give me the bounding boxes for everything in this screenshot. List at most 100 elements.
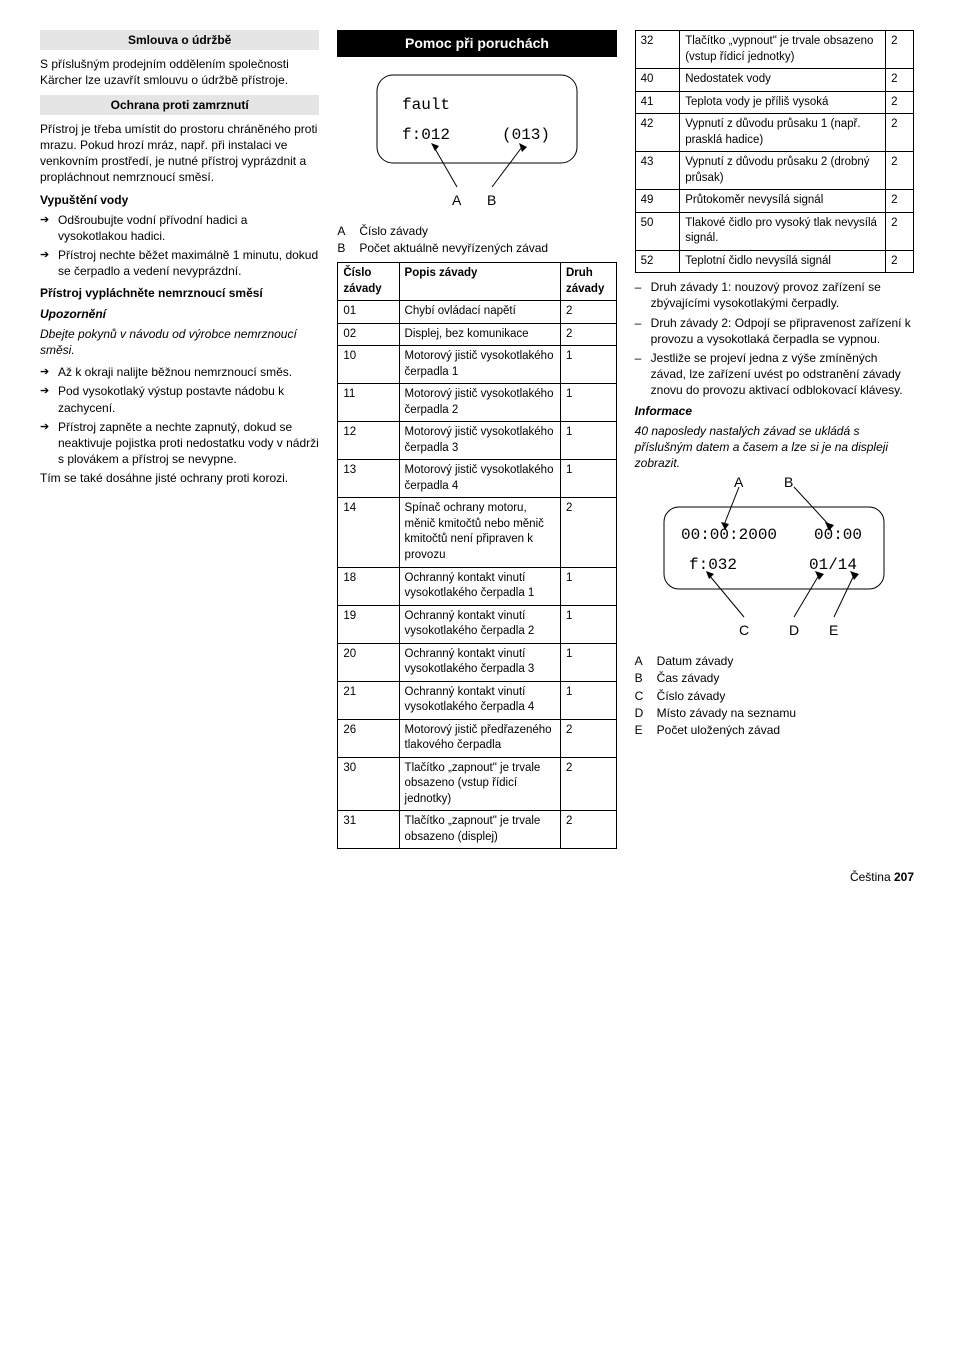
cell-code: 40 bbox=[635, 69, 680, 92]
cell-desc: Motorový jistič vysokotlakého čerpadla 4 bbox=[399, 460, 560, 498]
display-date: 00:00:2000 bbox=[681, 526, 777, 544]
footer-page: 207 bbox=[894, 870, 914, 884]
cell-desc: Ochranný kontakt vinutí vysokotlakého če… bbox=[399, 643, 560, 681]
label-b: B bbox=[487, 192, 496, 208]
info-paragraph: 40 naposledy nastalých závad se ukládá s… bbox=[635, 423, 914, 472]
cell-code: 20 bbox=[338, 643, 399, 681]
list-item: Přístroj zapněte a nechte zapnutý, dokud… bbox=[40, 419, 319, 468]
paragraph: S příslušným prodejním oddělením společn… bbox=[40, 56, 319, 88]
left-column: Smlouva o údržbě S příslušným prodejním … bbox=[40, 30, 319, 849]
info-heading: Informace bbox=[635, 403, 914, 419]
table-row: 01Chybí ovládací napětí2 bbox=[338, 301, 616, 324]
table-row: 30Tlačítko „zapnout" je trvale obsazeno … bbox=[338, 757, 616, 811]
display-time: 00:00 bbox=[814, 526, 862, 544]
legend-key: A bbox=[635, 653, 649, 669]
cell-desc: Teplotní čidlo nevysílá signál bbox=[680, 250, 886, 273]
legend-key: D bbox=[635, 705, 649, 721]
label-a: A bbox=[452, 192, 462, 208]
cell-type: 2 bbox=[886, 91, 914, 114]
cell-type: 2 bbox=[561, 757, 617, 811]
cell-type: 2 bbox=[561, 498, 617, 567]
heading-maintenance: Smlouva o údržbě bbox=[40, 30, 319, 50]
cell-code: 13 bbox=[338, 460, 399, 498]
col-type: Druh závady bbox=[561, 263, 617, 301]
cell-code: 19 bbox=[338, 605, 399, 643]
cell-type: 2 bbox=[886, 152, 914, 190]
cell-type: 1 bbox=[561, 422, 617, 460]
legend-text: Počet uložených závad bbox=[657, 722, 780, 738]
cell-desc: Tlačítko „zapnout" je trvale obsazeno (v… bbox=[399, 757, 560, 811]
legend-key: C bbox=[635, 688, 649, 704]
cell-desc: Tlačítko „zapnout" je trvale obsazeno (d… bbox=[399, 811, 560, 849]
legend-text: Číslo závady bbox=[359, 223, 428, 239]
list-item: Druh závady 1: nouzový provoz zařízení s… bbox=[635, 279, 914, 311]
cell-code: 02 bbox=[338, 323, 399, 346]
cell-desc: Vypnutí z důvodu průsaku 2 (drobný průsa… bbox=[680, 152, 886, 190]
table-row: 19Ochranný kontakt vinutí vysokotlakého … bbox=[338, 605, 616, 643]
cell-type: 2 bbox=[886, 212, 914, 250]
dash-list: Druh závady 1: nouzový provoz zařízení s… bbox=[635, 279, 914, 398]
right-column: 32Tlačítko „vypnout" je trvale obsazeno … bbox=[635, 30, 914, 849]
legend-key: B bbox=[337, 240, 351, 256]
middle-column: Pomoc při poruchách fault f:012 (013) A … bbox=[337, 30, 616, 849]
cell-code: 42 bbox=[635, 114, 680, 152]
bullet-list: Odšroubujte vodní přívodní hadici a vyso… bbox=[40, 212, 319, 280]
cell-code: 14 bbox=[338, 498, 399, 567]
cell-code: 32 bbox=[635, 31, 680, 69]
legend-key: E bbox=[635, 722, 649, 738]
cell-type: 2 bbox=[886, 69, 914, 92]
legend-text: Místo závady na seznamu bbox=[657, 705, 796, 721]
table-row: 52Teplotní čidlo nevysílá signál2 bbox=[635, 250, 913, 273]
display-fault-count: (013) bbox=[502, 126, 550, 144]
cell-type: 1 bbox=[561, 384, 617, 422]
table-row: 40Nedostatek vody2 bbox=[635, 69, 913, 92]
display-fault-code: f:012 bbox=[402, 126, 450, 144]
cell-desc: Nedostatek vody bbox=[680, 69, 886, 92]
footer-lang: Čeština bbox=[850, 870, 891, 884]
table-row: 26Motorový jistič předřazeného tlakového… bbox=[338, 719, 616, 757]
cell-type: 2 bbox=[886, 114, 914, 152]
table-row: 42Vypnutí z důvodu průsaku 1 (např. pras… bbox=[635, 114, 913, 152]
cell-type: 2 bbox=[561, 719, 617, 757]
table-row: 14Spínač ochrany motoru, měnič kmitočtů … bbox=[338, 498, 616, 567]
cell-desc: Spínač ochrany motoru, měnič kmitočtů ne… bbox=[399, 498, 560, 567]
note-heading: Upozornění bbox=[40, 306, 319, 322]
label-c: C bbox=[739, 622, 749, 638]
list-item: Jestliže se projeví jedna z výše zmíněný… bbox=[635, 350, 914, 399]
cell-desc: Ochranný kontakt vinutí vysokotlakého če… bbox=[399, 681, 560, 719]
cell-code: 52 bbox=[635, 250, 680, 273]
heading-frost: Ochrana proti zamrznutí bbox=[40, 95, 319, 115]
fault-table: Číslo závady Popis závady Druh závady 01… bbox=[337, 262, 616, 849]
table-row: 02Displej, bez komunikace2 bbox=[338, 323, 616, 346]
table-row: 11Motorový jistič vysokotlakého čerpadla… bbox=[338, 384, 616, 422]
table-row: 32Tlačítko „vypnout" je trvale obsazeno … bbox=[635, 31, 913, 69]
cell-code: 21 bbox=[338, 681, 399, 719]
cell-desc: Tlačítko „vypnout" je trvale obsazeno (v… bbox=[680, 31, 886, 69]
cell-code: 11 bbox=[338, 384, 399, 422]
cell-desc: Ochranný kontakt vinutí vysokotlakého če… bbox=[399, 567, 560, 605]
list-item: Až k okraji nalijte běžnou nemrznoucí sm… bbox=[40, 364, 319, 380]
cell-code: 18 bbox=[338, 567, 399, 605]
paragraph: Dbejte pokynů v návodu od výrobce nemrzn… bbox=[40, 326, 319, 358]
cell-type: 1 bbox=[561, 346, 617, 384]
cell-type: 2 bbox=[561, 811, 617, 849]
cell-desc: Motorový jistič předřazeného tlakového č… bbox=[399, 719, 560, 757]
label-a: A bbox=[734, 477, 744, 490]
cell-code: 31 bbox=[338, 811, 399, 849]
label-d: D bbox=[789, 622, 799, 638]
cell-desc: Motorový jistič vysokotlakého čerpadla 3 bbox=[399, 422, 560, 460]
table-row: 41Teplota vody je příliš vysoká2 bbox=[635, 91, 913, 114]
legend-key: B bbox=[635, 670, 649, 686]
label-e: E bbox=[829, 622, 838, 638]
subheading-flush: Přístroj vypláchněte nemrznoucí směsí bbox=[40, 285, 319, 301]
cell-type: 1 bbox=[561, 681, 617, 719]
cell-type: 2 bbox=[886, 190, 914, 213]
legend-key: A bbox=[337, 223, 351, 239]
cell-code: 10 bbox=[338, 346, 399, 384]
col-code: Číslo závady bbox=[338, 263, 399, 301]
cell-desc: Chybí ovládací napětí bbox=[399, 301, 560, 324]
legend-2: ADatum závady BČas závady CČíslo závady … bbox=[635, 653, 914, 738]
cell-desc: Vypnutí z důvodu průsaku 1 (např. praskl… bbox=[680, 114, 886, 152]
bullet-list: Až k okraji nalijte běžnou nemrznoucí sm… bbox=[40, 364, 319, 467]
cell-code: 26 bbox=[338, 719, 399, 757]
